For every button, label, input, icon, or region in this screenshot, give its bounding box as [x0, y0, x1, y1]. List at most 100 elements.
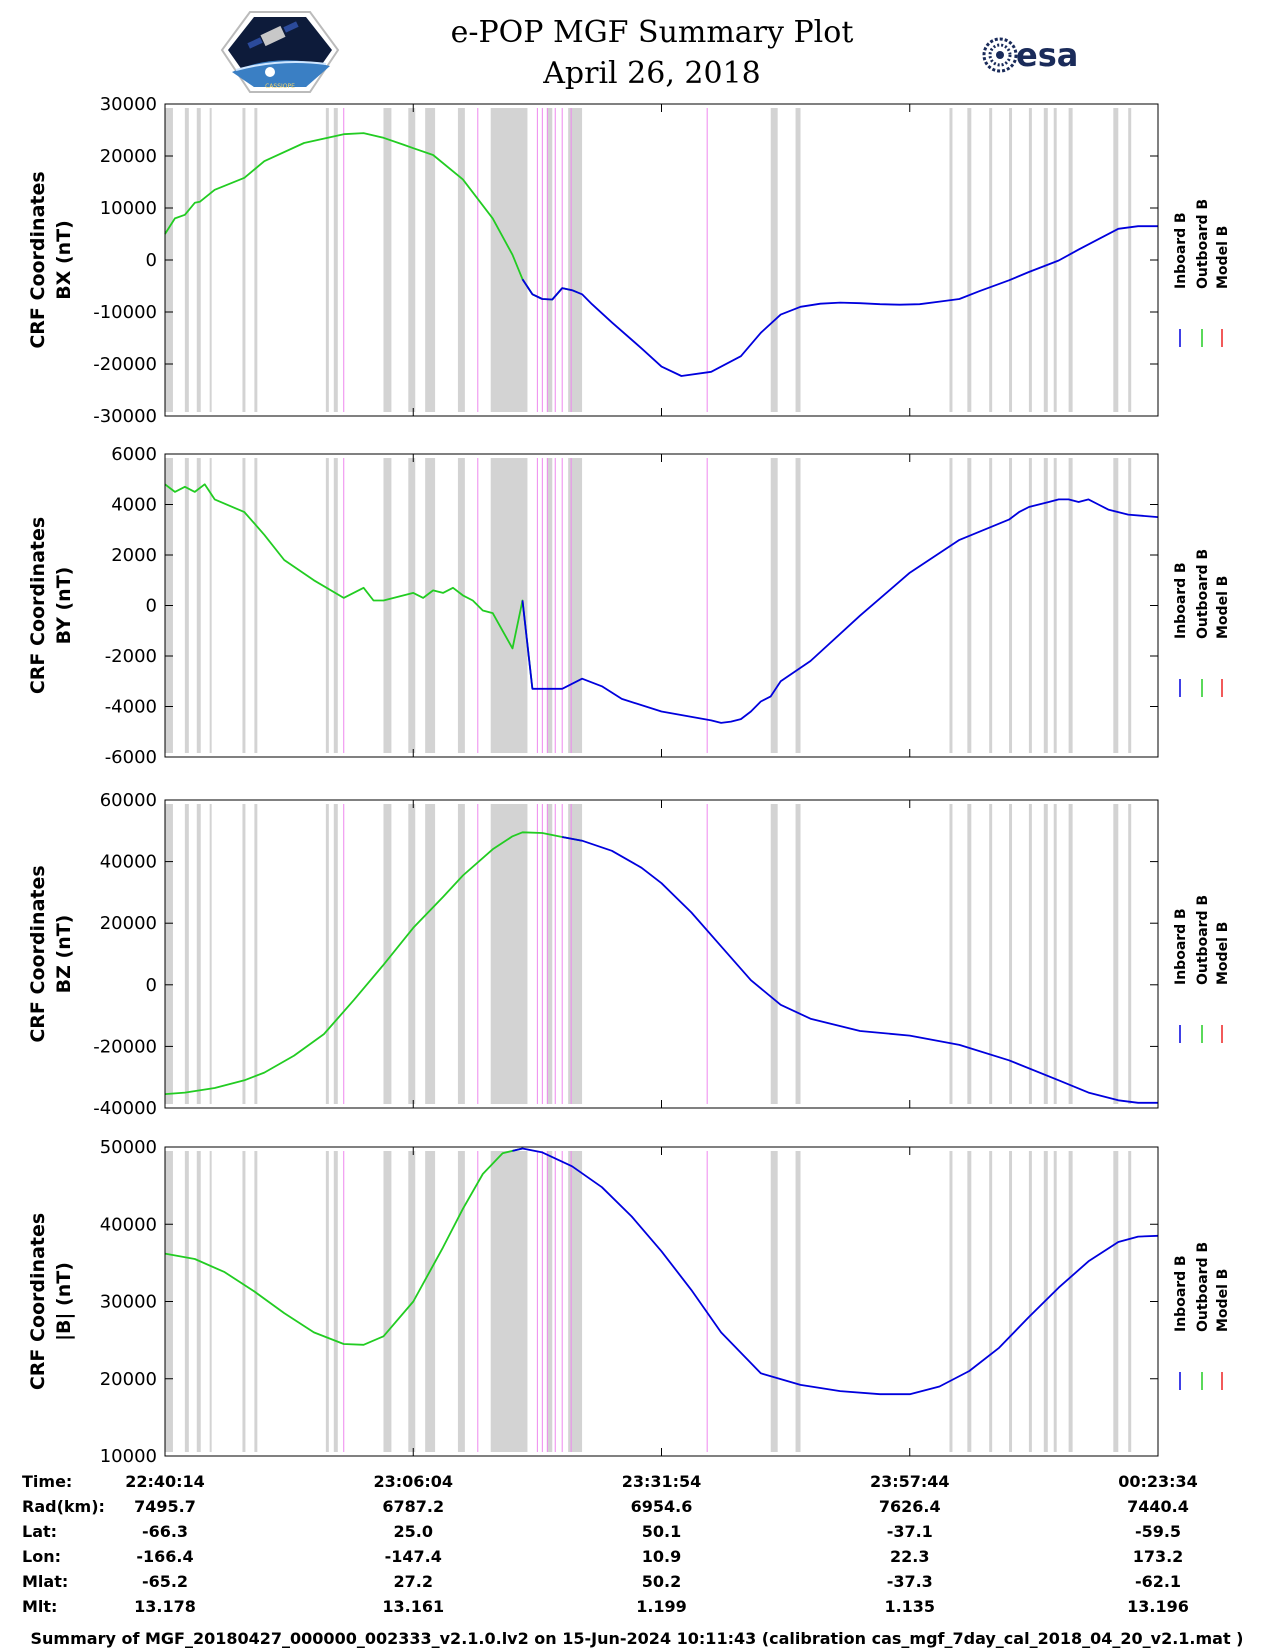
info-rad-value: 6954.6 [631, 1497, 693, 1516]
info-lon-value: 10.9 [642, 1547, 681, 1566]
info-lat-value: 25.0 [394, 1522, 433, 1541]
panel-bx: -30000 -20000 -10000 0 10000 20000 30000 CRF Co… [27, 94, 1231, 427]
data-gap-band [770, 1151, 778, 1452]
data-gap-band [1053, 804, 1057, 1104]
plot-area-by [165, 454, 1158, 757]
data-gap-band [547, 458, 553, 753]
legend-label-outboard: Outboard B [1195, 1242, 1211, 1332]
y-axis-label-line2: |B| (nT) [53, 1262, 75, 1341]
data-gap-band [949, 458, 953, 753]
plot-area-bx [165, 104, 1158, 416]
data-gap-band [408, 458, 416, 753]
data-gap-band [457, 1151, 465, 1452]
data-gap-band [795, 1151, 801, 1452]
cassiope-logo-caption: CASSIOPE [265, 83, 295, 90]
y-tick-label: -10000 [93, 302, 157, 323]
data-gap-band [209, 804, 212, 1104]
orbit-info-table: Time: Rad(km): Lat: Lon: Mlat: Mlt: 22:4… [22, 1472, 1198, 1616]
row-label-mlt: Mlt: [22, 1597, 57, 1616]
data-gap-band [568, 804, 583, 1104]
data-gap-band [1128, 1151, 1132, 1452]
series-line-inboard-by [521, 498, 1159, 724]
info-time-value: 00:23:34 [1118, 1472, 1198, 1491]
data-gap-band [1128, 108, 1132, 412]
legend-label-inboard: Inboard B [1173, 1255, 1189, 1332]
y-tick-label: -6000 [105, 747, 157, 768]
data-gap-band [1053, 458, 1057, 753]
data-gap-band [949, 108, 953, 412]
info-mlat-value: -62.1 [1135, 1572, 1181, 1591]
data-gap-band [408, 804, 416, 1104]
data-gap-band [325, 804, 329, 1104]
data-gap-band [547, 1151, 553, 1452]
data-gap-band [184, 458, 189, 753]
info-rad-value: 6787.2 [382, 1497, 444, 1516]
data-gap-band [333, 804, 338, 1104]
data-gap-band [1043, 108, 1048, 412]
y-tick-label: 30000 [100, 94, 157, 115]
info-time-value: 23:57:44 [870, 1472, 950, 1491]
data-gap-band [547, 804, 553, 1104]
panel-bz: -40000 -20000 0 20000 40000 60000 CRF Coordina… [27, 790, 1231, 1119]
data-gap-band [949, 1151, 953, 1452]
y-tick-label: 6000 [111, 444, 157, 465]
plot-area-bmag [165, 1147, 1158, 1456]
info-mlat-value: -65.2 [142, 1572, 188, 1591]
data-gap-band [196, 458, 201, 753]
info-rad-value: 7495.7 [134, 1497, 196, 1516]
data-gap-band [1009, 108, 1013, 412]
data-gap-band [547, 108, 553, 412]
data-gap-band [967, 108, 972, 412]
data-gap-band [184, 108, 189, 412]
series-line-inboard-bmag [512, 1147, 1159, 1396]
data-gap-band [770, 804, 778, 1104]
data-gap-band [967, 804, 972, 1104]
data-gap-band [209, 108, 212, 412]
series-line-outboard-bz [164, 831, 583, 1095]
legend-by: Inboard B Outboard B Model B [1173, 549, 1231, 697]
info-mlat-value: -37.3 [887, 1572, 933, 1591]
data-gap-band [490, 1151, 528, 1452]
data-gap-band [1028, 458, 1032, 753]
plot-date: April 26, 2018 [542, 56, 761, 91]
esa-logo-icon: esa [982, 36, 1078, 74]
data-gap-band [325, 1151, 329, 1452]
data-gap-band [490, 108, 528, 412]
info-lat-value: -37.1 [887, 1522, 933, 1541]
legend-bx: Inboard B Outboard B Model B [1173, 199, 1231, 347]
data-gap-band [1068, 804, 1073, 1104]
data-gap-band [1113, 1151, 1119, 1452]
data-gap-band [967, 458, 972, 753]
data-gap-band [1053, 1151, 1057, 1452]
cassiope-satellite-logo-icon: CASSIOPE [220, 11, 340, 93]
data-gap-band [989, 458, 993, 753]
data-gap-band [196, 1151, 201, 1452]
y-axis-label-line1: CRF Coordinates [27, 1213, 49, 1390]
data-gap-band [333, 108, 338, 412]
data-gap-band [770, 458, 778, 753]
y-axis-label-line1: CRF Coordinates [27, 517, 49, 694]
info-lat-value: -66.3 [142, 1522, 188, 1541]
data-gap-band [425, 804, 436, 1104]
info-time-value: 23:31:54 [622, 1472, 702, 1491]
y-tick-label: -2000 [105, 646, 157, 667]
panel-by: -6000 -4000 -2000 0 2000 4000 6000 CRF Coordina… [27, 444, 1231, 768]
legend-label-model: Model B [1215, 576, 1231, 639]
info-rad-value: 7626.4 [879, 1497, 941, 1516]
legend-label-outboard: Outboard B [1195, 549, 1211, 639]
y-tick-label: 0 [146, 250, 157, 271]
data-gap-band [242, 804, 246, 1104]
legend-label-inboard: Inboard B [1173, 908, 1189, 985]
plot-area-bz [165, 800, 1158, 1108]
y-tick-label: 40000 [100, 852, 157, 873]
series-line-outboard-by [164, 483, 534, 689]
esa-logo-text: esa [1016, 36, 1078, 74]
data-gap-band [1028, 1151, 1032, 1452]
data-gap-band [1113, 108, 1119, 412]
y-tick-label: -4000 [105, 697, 157, 718]
data-gap-band [568, 1151, 583, 1452]
series-line-inboard-bx [521, 225, 1158, 377]
data-gap-band [1009, 1151, 1013, 1452]
data-gap-band [333, 458, 338, 753]
